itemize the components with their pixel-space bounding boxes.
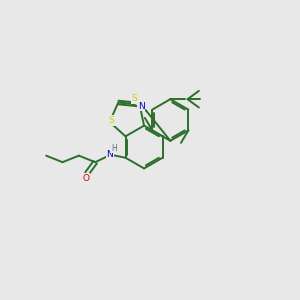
- Text: N: N: [106, 150, 113, 159]
- Text: S: S: [131, 94, 137, 103]
- Text: S: S: [108, 116, 114, 125]
- Text: N: N: [138, 102, 145, 111]
- Text: O: O: [82, 174, 89, 183]
- Text: H: H: [111, 144, 116, 153]
